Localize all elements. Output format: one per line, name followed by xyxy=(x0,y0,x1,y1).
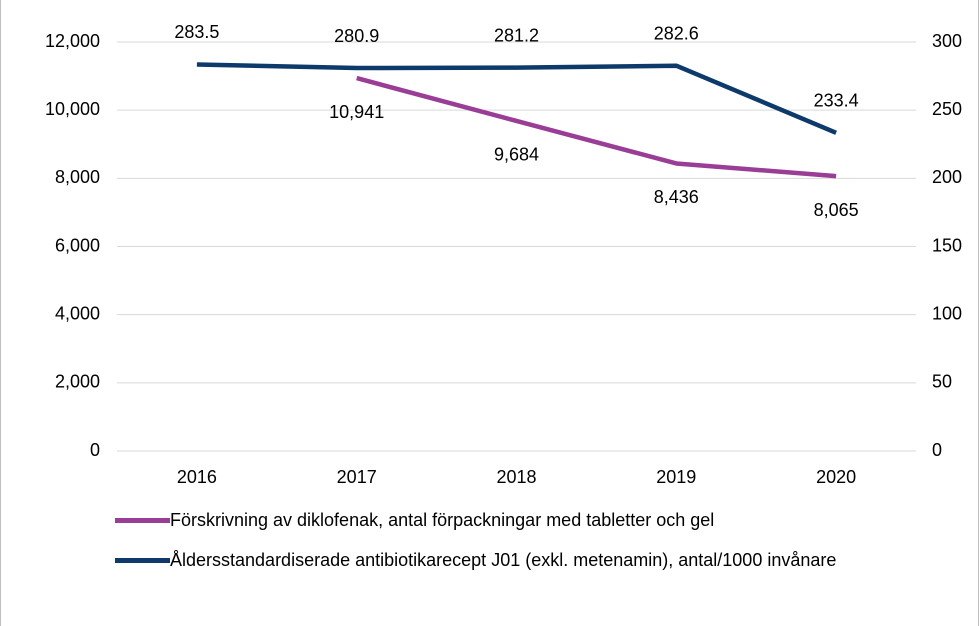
legend-swatch xyxy=(115,558,170,563)
y2-tick-label: 0 xyxy=(932,440,942,460)
y2-tick-label: 150 xyxy=(932,235,962,255)
legend-item: Åldersstandardiserade antibiotikarecept … xyxy=(115,549,915,571)
data-label: 282.6 xyxy=(654,23,699,43)
y-tick-label: 2,000 xyxy=(55,372,100,392)
legend-label: Åldersstandardiserade antibiotikarecept … xyxy=(170,550,837,570)
y-tick-label: 0 xyxy=(90,440,100,460)
data-label: 8,065 xyxy=(814,200,859,220)
y-tick-label: 12,000 xyxy=(45,31,100,51)
data-label: 10,941 xyxy=(329,102,384,122)
y-tick-label: 8,000 xyxy=(55,167,100,187)
x-tick-label: 2018 xyxy=(496,467,536,487)
y2-tick-label: 50 xyxy=(932,372,952,392)
data-label: 281.2 xyxy=(494,25,539,45)
y-tick-label: 6,000 xyxy=(55,235,100,255)
legend-swatch xyxy=(115,518,170,523)
legend-label: Förskrivning av diklofenak, antal förpac… xyxy=(170,510,715,530)
data-label: 9,684 xyxy=(494,145,539,165)
y2-tick-label: 200 xyxy=(932,167,962,187)
x-tick-label: 2016 xyxy=(177,467,217,487)
series-line xyxy=(356,75,837,179)
y2-tick-label: 250 xyxy=(932,99,962,119)
y-tick-label: 10,000 xyxy=(45,99,100,119)
x-tick-label: 2019 xyxy=(656,467,696,487)
data-label: 280.9 xyxy=(334,26,379,46)
y-tick-label: 4,000 xyxy=(55,303,100,323)
legend-item: Förskrivning av diklofenak, antal förpac… xyxy=(115,509,915,531)
data-label: 283.5 xyxy=(174,22,219,42)
data-label: 8,436 xyxy=(654,187,699,207)
x-tick-label: 2020 xyxy=(816,467,856,487)
series-line xyxy=(196,62,837,135)
x-tick-label: 2017 xyxy=(337,467,377,487)
y2-tick-label: 100 xyxy=(932,303,962,323)
data-label: 233.4 xyxy=(814,91,859,111)
y2-tick-label: 300 xyxy=(932,31,962,51)
